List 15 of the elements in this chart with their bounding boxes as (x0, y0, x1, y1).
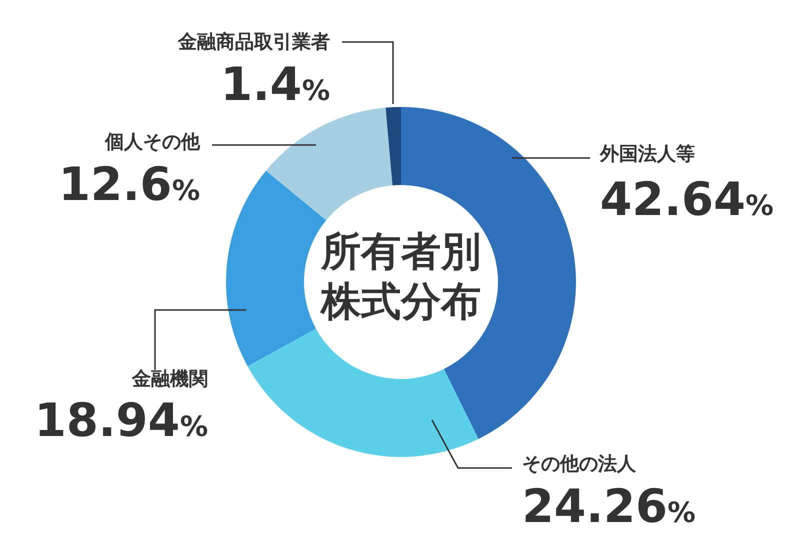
slice-label: 金融機関 (131, 368, 208, 390)
data-label: 1.4% (220, 57, 330, 111)
data-label: 12.6% (58, 157, 200, 211)
donut-slice (386, 107, 401, 186)
slice-label: 外国法人等 (599, 143, 695, 165)
data-label: 18.94% (34, 393, 208, 447)
slice-label: その他の法人 (522, 453, 637, 475)
donut-slice (401, 107, 576, 439)
text: 所有者別株式分布 (319, 229, 481, 325)
slice-label: 金融商品取引業者 (177, 31, 330, 53)
data-label: 24.26% (522, 479, 696, 533)
donut-slice (248, 328, 478, 457)
data-label: 42.64% (600, 172, 774, 226)
donut-slice (266, 108, 392, 220)
slice-label: 個人その他 (104, 131, 201, 153)
